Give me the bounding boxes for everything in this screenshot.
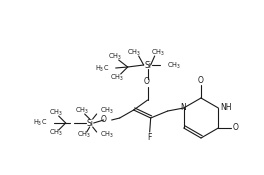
Text: O: O	[198, 76, 204, 85]
Text: O: O	[144, 78, 150, 86]
Text: H$_3$C: H$_3$C	[34, 118, 48, 128]
Text: CH$_3$: CH$_3$	[108, 52, 122, 62]
Text: CH$_3$: CH$_3$	[49, 108, 63, 118]
Text: Si: Si	[144, 61, 151, 69]
Text: NH: NH	[220, 103, 232, 112]
Text: Si: Si	[86, 118, 93, 128]
Text: CH$_3$: CH$_3$	[49, 128, 63, 138]
Text: O: O	[233, 124, 239, 132]
Text: CH$_3$: CH$_3$	[167, 61, 181, 71]
Text: CH$_3$: CH$_3$	[110, 73, 124, 83]
Text: N: N	[180, 103, 186, 112]
Text: CH$_3$: CH$_3$	[77, 130, 91, 140]
Text: CH$_3$: CH$_3$	[75, 106, 89, 116]
Text: CH$_3$: CH$_3$	[100, 130, 114, 140]
Text: O: O	[101, 116, 107, 124]
Text: F: F	[148, 132, 152, 142]
Text: CH$_3$: CH$_3$	[151, 48, 165, 58]
Text: H$_3$C: H$_3$C	[96, 64, 110, 74]
Text: CH$_3$: CH$_3$	[127, 48, 141, 58]
Text: CH$_3$: CH$_3$	[100, 106, 114, 116]
